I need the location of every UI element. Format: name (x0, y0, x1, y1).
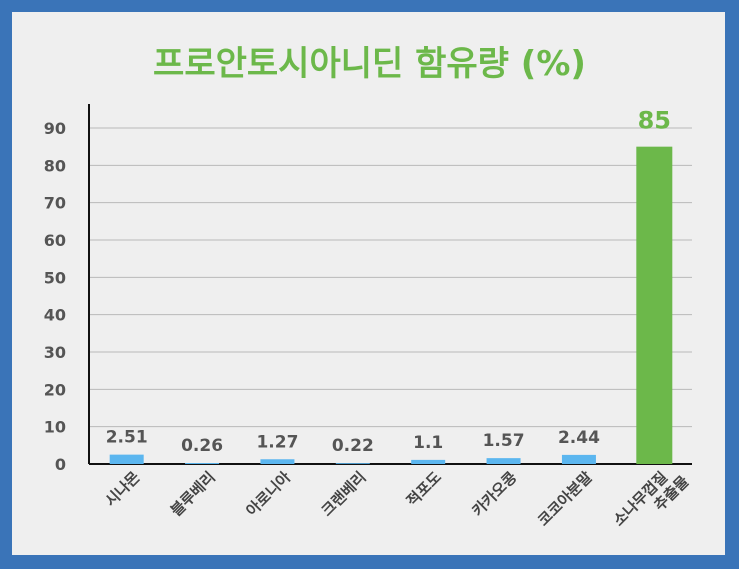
data-label: 1.27 (256, 432, 298, 452)
y-tick-label: 10 (44, 418, 66, 437)
bar (411, 459, 446, 464)
x-tick-label: 시나몬 (102, 468, 144, 510)
y-tick-label: 0 (55, 455, 66, 474)
x-tick-label: 블루베리 (167, 468, 219, 520)
x-tick-label: 아로니아 (243, 468, 295, 520)
bar (561, 454, 596, 464)
y-tick-label: 40 (44, 306, 66, 325)
bar (486, 458, 521, 464)
x-tick-label: 적포도 (403, 468, 445, 510)
x-tick-label: 소나무껍질추출물 (610, 459, 693, 542)
y-tick-label: 70 (44, 194, 66, 213)
data-label: 2.44 (558, 428, 600, 448)
x-tick-label: 크랜베리 (318, 468, 370, 520)
bar (185, 463, 220, 464)
y-tick-label: 30 (44, 343, 66, 362)
bar (109, 454, 144, 464)
data-label: 0.26 (181, 436, 223, 456)
bar (636, 146, 673, 464)
y-tick-label: 60 (44, 231, 66, 250)
data-label: 1.1 (413, 433, 443, 453)
y-tick-label: 50 (44, 268, 66, 287)
y-tick-label: 80 (44, 156, 66, 175)
y-tick-label: 90 (44, 119, 66, 138)
chart-title: 프로안토시아니딘 함유량 (%) (153, 44, 586, 84)
bar (335, 463, 370, 464)
data-label: 1.57 (483, 431, 525, 451)
data-label: 2.51 (106, 428, 148, 448)
y-tick-label: 20 (44, 380, 66, 399)
x-tick-label: 카카오콩 (469, 468, 521, 520)
bar (260, 459, 295, 464)
x-tick-label: 코코아분말 (534, 468, 596, 530)
data-label: 0.22 (332, 436, 374, 456)
data-label: 85 (638, 107, 671, 135)
